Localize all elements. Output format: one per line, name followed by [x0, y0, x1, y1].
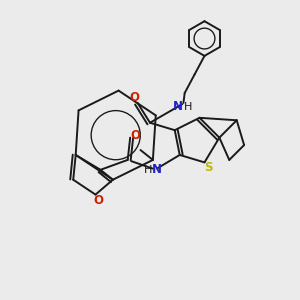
Text: H: H: [144, 165, 152, 175]
Text: N: N: [152, 163, 162, 176]
Text: O: O: [93, 194, 103, 207]
Text: N: N: [173, 100, 183, 113]
Text: H: H: [184, 102, 192, 112]
Text: O: O: [129, 92, 139, 104]
Text: S: S: [204, 161, 212, 174]
Text: O: O: [130, 129, 140, 142]
